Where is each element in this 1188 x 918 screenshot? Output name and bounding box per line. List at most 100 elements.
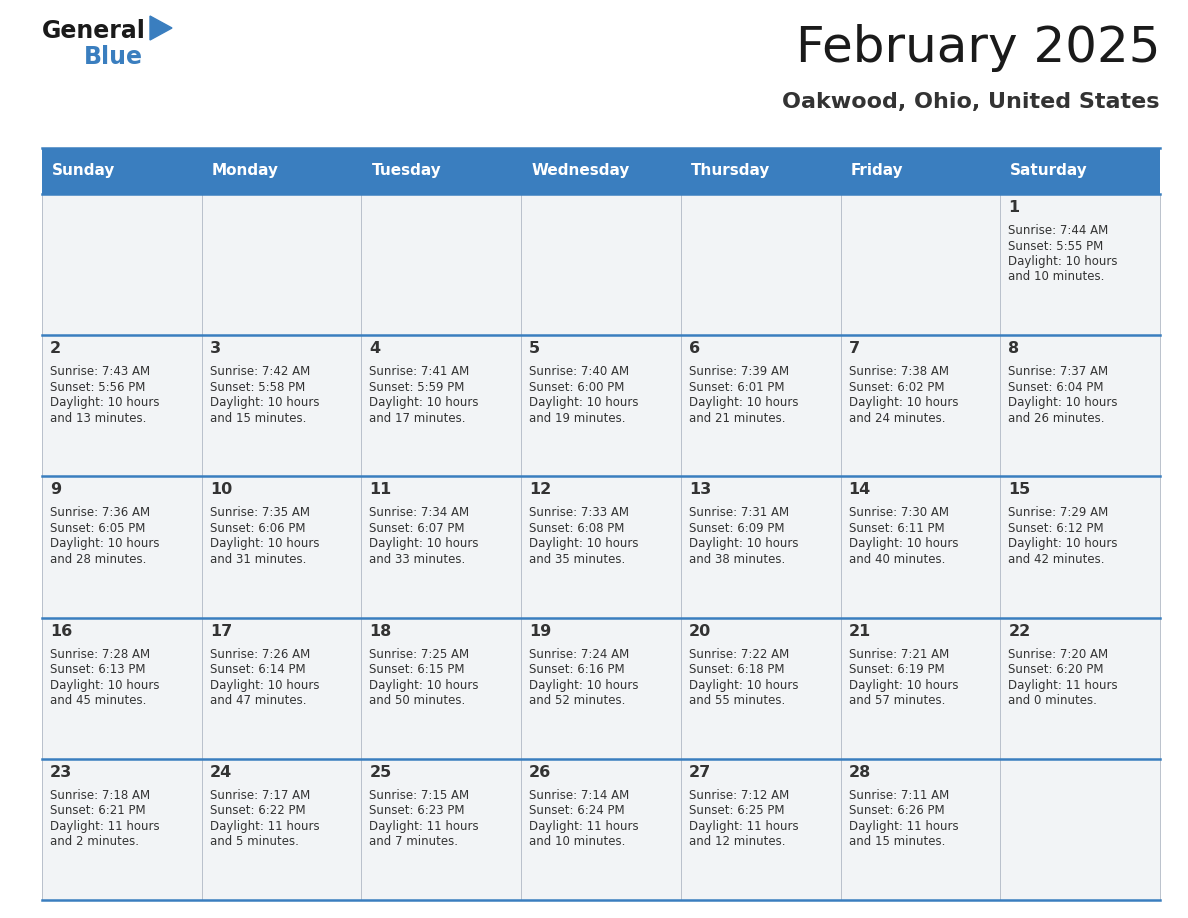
- Text: and 40 minutes.: and 40 minutes.: [848, 553, 944, 565]
- Text: Daylight: 10 hours: Daylight: 10 hours: [689, 537, 798, 551]
- Bar: [681, 194, 841, 335]
- Bar: [681, 148, 841, 194]
- Text: Sunrise: 7:41 AM: Sunrise: 7:41 AM: [369, 365, 469, 378]
- Text: Sunrise: 7:17 AM: Sunrise: 7:17 AM: [210, 789, 310, 801]
- Text: 11: 11: [369, 482, 392, 498]
- Text: Daylight: 10 hours: Daylight: 10 hours: [848, 397, 958, 409]
- Text: Sunrise: 7:36 AM: Sunrise: 7:36 AM: [50, 507, 150, 520]
- Bar: [522, 618, 681, 759]
- Text: and 50 minutes.: and 50 minutes.: [369, 694, 466, 707]
- Text: Sunrise: 7:20 AM: Sunrise: 7:20 AM: [1009, 647, 1108, 661]
- Text: and 33 minutes.: and 33 minutes.: [369, 553, 466, 565]
- Bar: [522, 335, 681, 476]
- Text: Sunset: 6:23 PM: Sunset: 6:23 PM: [369, 804, 465, 817]
- Text: Sunrise: 7:34 AM: Sunrise: 7:34 AM: [369, 507, 469, 520]
- Text: Sunset: 6:12 PM: Sunset: 6:12 PM: [1009, 522, 1104, 535]
- Text: 5: 5: [529, 341, 541, 356]
- Bar: [361, 759, 522, 900]
- Text: Daylight: 11 hours: Daylight: 11 hours: [1009, 678, 1118, 691]
- Text: Thursday: Thursday: [691, 163, 770, 178]
- Text: Daylight: 10 hours: Daylight: 10 hours: [50, 397, 159, 409]
- Text: 27: 27: [689, 765, 712, 779]
- Text: Friday: Friday: [851, 163, 903, 178]
- Text: Sunrise: 7:22 AM: Sunrise: 7:22 AM: [689, 647, 789, 661]
- Bar: [681, 759, 841, 900]
- Text: Wednesday: Wednesday: [531, 163, 630, 178]
- Bar: [522, 148, 681, 194]
- Bar: [202, 148, 361, 194]
- Text: Sunset: 6:21 PM: Sunset: 6:21 PM: [50, 804, 146, 817]
- Text: 21: 21: [848, 623, 871, 639]
- Text: and 13 minutes.: and 13 minutes.: [50, 411, 146, 425]
- Text: Daylight: 10 hours: Daylight: 10 hours: [50, 678, 159, 691]
- Text: and 2 minutes.: and 2 minutes.: [50, 835, 139, 848]
- Text: Sunrise: 7:24 AM: Sunrise: 7:24 AM: [529, 647, 630, 661]
- Text: and 38 minutes.: and 38 minutes.: [689, 553, 785, 565]
- Text: Sunset: 6:18 PM: Sunset: 6:18 PM: [689, 663, 784, 676]
- Text: Daylight: 11 hours: Daylight: 11 hours: [50, 820, 159, 833]
- Text: Sunset: 6:08 PM: Sunset: 6:08 PM: [529, 522, 625, 535]
- Text: Sunset: 6:01 PM: Sunset: 6:01 PM: [689, 381, 784, 394]
- Text: Sunrise: 7:26 AM: Sunrise: 7:26 AM: [210, 647, 310, 661]
- Bar: [42, 476, 202, 618]
- Text: Daylight: 11 hours: Daylight: 11 hours: [689, 820, 798, 833]
- Text: Sunset: 6:09 PM: Sunset: 6:09 PM: [689, 522, 784, 535]
- Text: and 15 minutes.: and 15 minutes.: [210, 411, 307, 425]
- Text: Sunrise: 7:12 AM: Sunrise: 7:12 AM: [689, 789, 789, 801]
- Text: Daylight: 10 hours: Daylight: 10 hours: [529, 537, 639, 551]
- Text: 28: 28: [848, 765, 871, 779]
- Bar: [202, 759, 361, 900]
- Text: Sunset: 5:55 PM: Sunset: 5:55 PM: [1009, 240, 1104, 252]
- Bar: [1000, 148, 1159, 194]
- Text: Daylight: 10 hours: Daylight: 10 hours: [210, 397, 320, 409]
- Text: 1: 1: [1009, 200, 1019, 215]
- Text: Sunset: 6:02 PM: Sunset: 6:02 PM: [848, 381, 944, 394]
- Text: Sunset: 6:14 PM: Sunset: 6:14 PM: [210, 663, 305, 676]
- Text: Sunrise: 7:31 AM: Sunrise: 7:31 AM: [689, 507, 789, 520]
- Text: Sunrise: 7:39 AM: Sunrise: 7:39 AM: [689, 365, 789, 378]
- Text: Sunrise: 7:14 AM: Sunrise: 7:14 AM: [529, 789, 630, 801]
- Text: Daylight: 10 hours: Daylight: 10 hours: [369, 397, 479, 409]
- Text: Sunset: 5:58 PM: Sunset: 5:58 PM: [210, 381, 305, 394]
- Bar: [681, 618, 841, 759]
- Text: Oakwood, Ohio, United States: Oakwood, Ohio, United States: [783, 92, 1159, 112]
- Text: 8: 8: [1009, 341, 1019, 356]
- Text: 24: 24: [210, 765, 232, 779]
- Text: Saturday: Saturday: [1010, 163, 1088, 178]
- Text: 26: 26: [529, 765, 551, 779]
- Bar: [681, 335, 841, 476]
- Text: Daylight: 10 hours: Daylight: 10 hours: [1009, 537, 1118, 551]
- Bar: [841, 148, 1000, 194]
- Text: Sunset: 6:15 PM: Sunset: 6:15 PM: [369, 663, 465, 676]
- Text: 25: 25: [369, 765, 392, 779]
- Text: Sunday: Sunday: [52, 163, 115, 178]
- Text: Sunrise: 7:40 AM: Sunrise: 7:40 AM: [529, 365, 630, 378]
- Bar: [361, 335, 522, 476]
- Text: and 19 minutes.: and 19 minutes.: [529, 411, 626, 425]
- Text: and 55 minutes.: and 55 minutes.: [689, 694, 785, 707]
- Text: and 5 minutes.: and 5 minutes.: [210, 835, 298, 848]
- Bar: [841, 194, 1000, 335]
- Text: Daylight: 10 hours: Daylight: 10 hours: [1009, 255, 1118, 268]
- Text: Sunset: 6:24 PM: Sunset: 6:24 PM: [529, 804, 625, 817]
- Bar: [1000, 194, 1159, 335]
- Bar: [1000, 476, 1159, 618]
- Text: Sunset: 6:04 PM: Sunset: 6:04 PM: [1009, 381, 1104, 394]
- Text: Sunrise: 7:42 AM: Sunrise: 7:42 AM: [210, 365, 310, 378]
- Text: and 7 minutes.: and 7 minutes.: [369, 835, 459, 848]
- Text: and 17 minutes.: and 17 minutes.: [369, 411, 466, 425]
- Text: and 15 minutes.: and 15 minutes.: [848, 835, 944, 848]
- Bar: [361, 476, 522, 618]
- Text: 10: 10: [210, 482, 232, 498]
- Text: Sunrise: 7:15 AM: Sunrise: 7:15 AM: [369, 789, 469, 801]
- Text: Daylight: 10 hours: Daylight: 10 hours: [689, 678, 798, 691]
- Text: Sunset: 6:20 PM: Sunset: 6:20 PM: [1009, 663, 1104, 676]
- Text: Sunrise: 7:29 AM: Sunrise: 7:29 AM: [1009, 507, 1108, 520]
- Text: Sunset: 6:00 PM: Sunset: 6:00 PM: [529, 381, 625, 394]
- Text: Sunset: 6:05 PM: Sunset: 6:05 PM: [50, 522, 145, 535]
- Text: and 52 minutes.: and 52 minutes.: [529, 694, 626, 707]
- Text: 13: 13: [689, 482, 712, 498]
- Bar: [42, 759, 202, 900]
- Text: 20: 20: [689, 623, 712, 639]
- Text: 3: 3: [210, 341, 221, 356]
